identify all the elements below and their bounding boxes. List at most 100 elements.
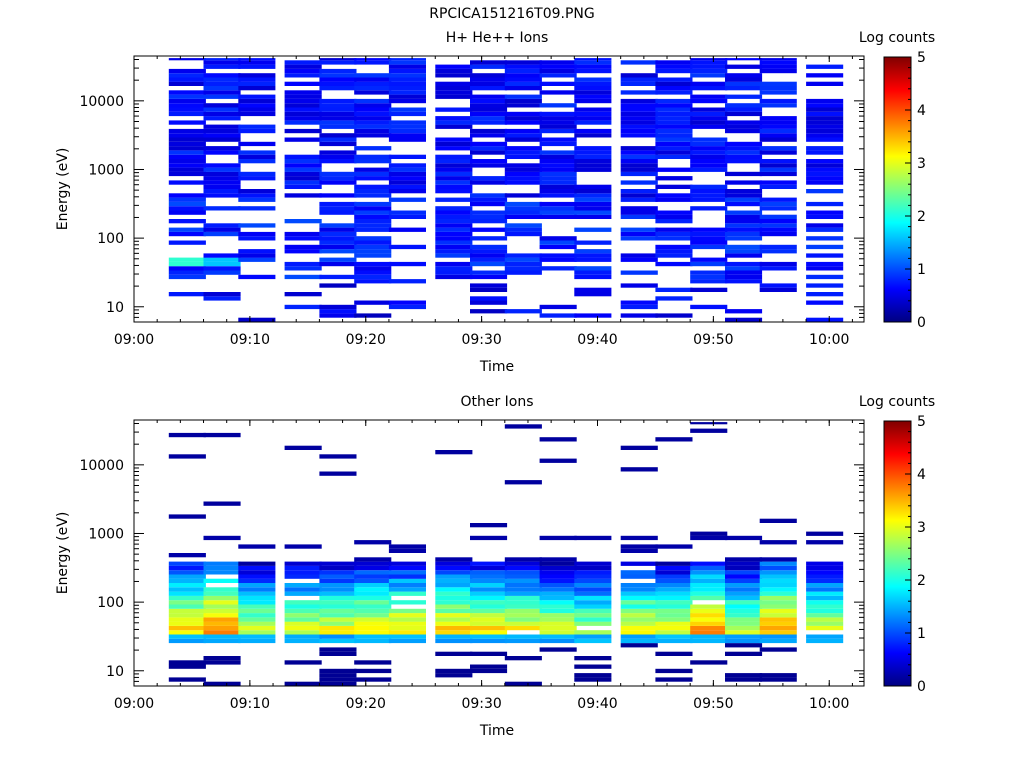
heatmap-cell — [539, 214, 577, 219]
heatmap-cell — [168, 133, 206, 138]
heatmap-cell — [319, 150, 357, 155]
heatmap-cell — [539, 244, 577, 250]
colorbar-tick-label: 3 — [917, 156, 926, 172]
heatmap-cell — [574, 600, 612, 605]
heatmap-cell — [168, 604, 206, 609]
heatmap-cell — [620, 570, 658, 575]
heatmap-cell — [725, 201, 763, 207]
heatmap-cell — [655, 68, 693, 74]
heatmap-cell — [759, 261, 797, 267]
heatmap-cell — [725, 651, 763, 656]
heatmap-cell — [354, 570, 392, 575]
heatmap-cell — [539, 600, 577, 605]
heatmap-cell — [470, 111, 508, 117]
heatmap-cell — [238, 249, 276, 254]
heatmap-cell — [354, 133, 392, 138]
heatmap-cell — [655, 98, 693, 104]
heatmap-cell — [354, 300, 392, 305]
heatmap-cell — [574, 270, 612, 275]
heatmap-cell — [806, 574, 844, 579]
heatmap-cell — [620, 634, 658, 639]
heatmap-cell — [574, 591, 612, 596]
heatmap-cell — [620, 574, 658, 579]
heatmap-cell — [690, 561, 728, 566]
heatmap-cell — [759, 518, 797, 523]
heatmap-cell — [690, 81, 728, 86]
heatmap-cell — [470, 638, 508, 644]
heatmap-cell — [759, 146, 797, 151]
heatmap-cell — [319, 201, 357, 207]
heatmap-cell — [203, 94, 241, 99]
heatmap-cell — [574, 613, 612, 618]
heatmap-cell — [690, 570, 728, 575]
heatmap-cell — [759, 58, 797, 61]
heatmap-cell — [470, 60, 508, 65]
heatmap-cell — [655, 137, 693, 142]
heatmap-cell — [620, 625, 658, 631]
heatmap-cell — [725, 625, 763, 631]
heatmap-cell — [238, 625, 276, 631]
heatmap-cell — [539, 73, 577, 78]
heatmap-cell — [725, 86, 763, 91]
heatmap-cell — [354, 184, 392, 189]
heatmap-cell — [655, 77, 693, 82]
heatmap-cell — [435, 634, 473, 639]
heatmap-cell — [806, 587, 844, 592]
heatmap-cell — [690, 604, 728, 609]
heatmap-cell — [655, 561, 693, 566]
heatmap-cell — [435, 249, 473, 254]
heatmap-cell — [470, 197, 508, 202]
heatmap-cell — [655, 103, 693, 108]
heatmap-cell — [388, 587, 426, 592]
heatmap-cell — [539, 167, 577, 172]
heatmap-cell — [690, 150, 728, 155]
heatmap-cell — [319, 244, 357, 250]
heatmap-cell — [435, 124, 473, 129]
heatmap-cell — [759, 120, 797, 125]
heatmap-cell — [655, 231, 693, 237]
heatmap-cell — [203, 561, 241, 566]
heatmap-cell — [806, 625, 844, 631]
panel2-xlabel: Time — [479, 723, 514, 739]
heatmap-cell — [539, 90, 577, 95]
heatmap-cell — [470, 253, 508, 258]
heatmap-cell — [319, 595, 357, 601]
heatmap-cell — [539, 240, 577, 245]
heatmap-cell — [806, 64, 844, 69]
heatmap-cell — [168, 197, 206, 202]
heatmap-cell — [168, 73, 206, 78]
heatmap-cell — [574, 206, 612, 211]
heatmap-cell — [435, 68, 473, 74]
heatmap-cell — [539, 647, 577, 652]
heatmap-cell — [203, 501, 241, 506]
heatmap-cell — [470, 180, 508, 185]
x-tick-label: 09:30 — [461, 696, 501, 712]
heatmap-cell — [655, 565, 693, 571]
heatmap-cell — [690, 608, 728, 614]
heatmap-cell — [806, 578, 844, 583]
heatmap-cell — [539, 64, 577, 69]
heatmap-cell — [354, 266, 392, 271]
heatmap-cell — [388, 617, 426, 622]
heatmap-cell — [354, 244, 392, 250]
heatmap-cell — [620, 617, 658, 622]
heatmap-cell — [759, 621, 797, 626]
heatmap-cell — [759, 98, 797, 104]
heatmap-cell — [168, 159, 206, 164]
heatmap-cell — [504, 578, 542, 583]
heatmap-cell — [655, 107, 693, 112]
heatmap-cell — [435, 574, 473, 579]
heatmap-cell — [574, 98, 612, 104]
heatmap-cell — [539, 266, 577, 271]
heatmap-cell — [203, 60, 241, 65]
heatmap-cell — [655, 570, 693, 575]
heatmap-cell — [238, 591, 276, 596]
heatmap-cell — [388, 86, 426, 91]
heatmap-cell — [725, 587, 763, 592]
heatmap-cell — [620, 600, 658, 605]
heatmap-cell — [620, 133, 658, 138]
heatmap-cell — [504, 231, 542, 237]
heatmap-cell — [690, 68, 728, 74]
heatmap-cell — [435, 214, 473, 219]
heatmap-cell — [319, 98, 357, 104]
